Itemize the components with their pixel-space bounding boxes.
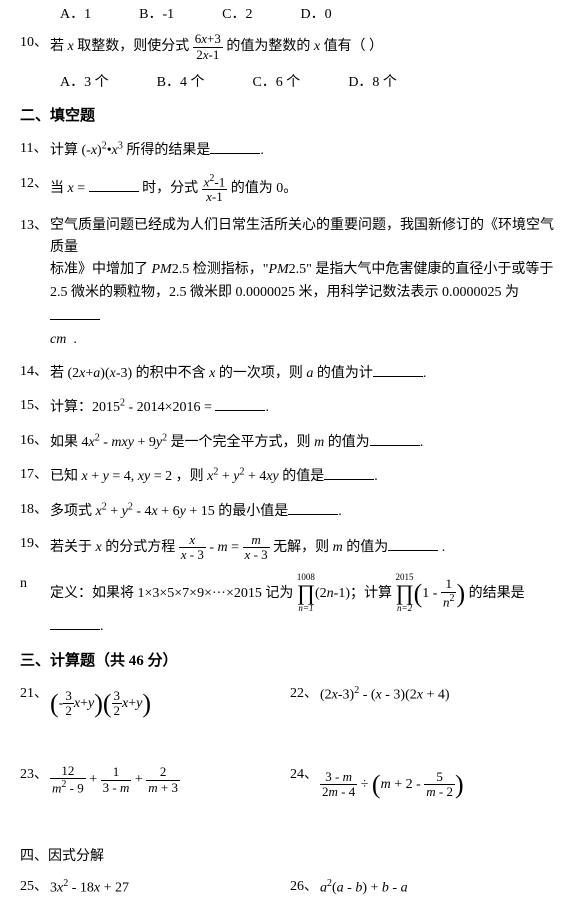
q20: n 定义：如果将 1×3×5×7×9×···×2015 记为 1008∏n=1(…: [20, 573, 560, 639]
blank: [324, 464, 374, 480]
q10-options: A．3 个 B．4 个 C．6 个 D．8 个: [20, 72, 560, 94]
q26: 26、 a2(a - b) + b - a: [290, 876, 560, 900]
q10: 10、 若 x 取整数，则使分式 6x+32x-1 的值为整数的 x 值有（ ）: [20, 32, 560, 62]
opt-a: A．1: [60, 4, 91, 26]
q13: 13、 空气质量问题已经成为人们日常生活所关心的重要问题，我国新修订的《环境空气…: [20, 215, 560, 351]
q23: 23、 12m2 - 9 + 13 - m + 2m + 3: [20, 764, 290, 806]
blank: [50, 614, 100, 630]
section-3-heading: 三、计算题（共 46 分）: [20, 649, 560, 673]
section-2-heading: 二、填空题: [20, 104, 560, 128]
opt-b: B．-1: [139, 4, 174, 26]
blank: [370, 430, 420, 446]
q25-26: 25、 3x2 - 18x + 27 26、 a2(a - b) + b - a: [20, 876, 560, 900]
q12: 12、 当 x = 时，分式 x2-1x-1 的值为 0。: [20, 173, 560, 205]
q21: 21、 (-32x+y)(32x+y): [20, 683, 290, 725]
blank: [388, 535, 438, 551]
q17: 17、 已知 x + y = 4, xy = 2 ，则 x2 + y2 + 4x…: [20, 464, 560, 488]
q21-22: 21、 (-32x+y)(32x+y) 22、 (2x-3)2 - (x - 3…: [20, 683, 560, 725]
q9-options: A．1 B．-1 C．2 D．0: [20, 4, 560, 26]
blank: [288, 499, 338, 515]
q19: 19、 若关于 x 的分式方程 xx - 3 - m = mx - 3 无解，则…: [20, 533, 560, 563]
q22: 22、 (2x-3)2 - (x - 3)(2x + 4): [290, 683, 560, 725]
q18: 18、 多项式 x2 + y2 - 4x + 6y + 15 的最小值是.: [20, 499, 560, 523]
blank: [89, 176, 139, 192]
q15: 15、 计算：20152 - 2014×2016 = .: [20, 395, 560, 419]
q16: 16、 如果 4x2 - mxy + 9y2 是一个完全平方式，则 m 的值为.: [20, 430, 560, 454]
blank: [373, 361, 423, 377]
q14: 14、 若 (2x+a)(x-3) 的积中不含 x 的一次项，则 a 的值为计.: [20, 361, 560, 385]
opt-c: C．2: [222, 4, 252, 26]
q11: 11、 计算 (-x)2•x3 所得的结果是.: [20, 138, 560, 162]
opt-d: D．0: [300, 4, 331, 26]
q25: 25、 3x2 - 18x + 27: [20, 876, 290, 900]
q24: 24、 3 - m2m - 4 ÷ (m + 2 - 5m - 2): [290, 764, 560, 806]
blank: [210, 138, 260, 154]
blank: [215, 395, 265, 411]
q23-24: 23、 12m2 - 9 + 13 - m + 2m + 3 24、 3 - m…: [20, 764, 560, 806]
section-4-heading: 四、因式分解: [20, 846, 560, 868]
blank: [50, 304, 100, 320]
